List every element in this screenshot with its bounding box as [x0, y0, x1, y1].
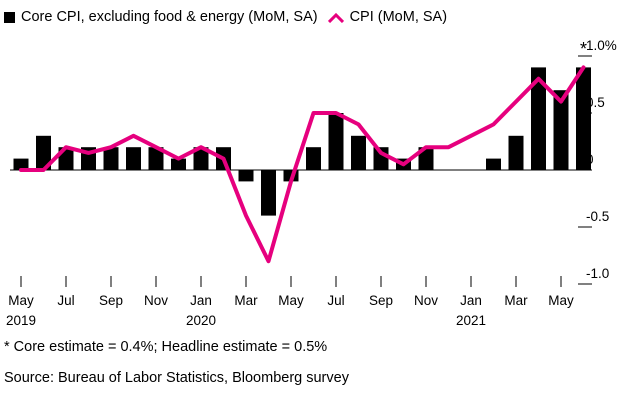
- x-tick-label: Sep: [99, 293, 123, 308]
- core-cpi-bar: [553, 90, 569, 170]
- legend-line-swatch: [327, 11, 344, 23]
- source-note: Source: Bureau of Labor Statistics, Bloo…: [4, 370, 349, 386]
- core-cpi-bars: [13, 67, 591, 216]
- core-cpi-bar: [13, 158, 29, 170]
- core-cpi-bar: [193, 147, 209, 170]
- x-tick-label: May: [278, 293, 304, 308]
- core-cpi-bar: [576, 67, 591, 170]
- core-cpi-bar: [486, 158, 501, 170]
- cpi-line: [19, 65, 586, 264]
- chart-legend: Core CPI, excluding food & energy (MoM, …: [4, 6, 447, 28]
- x-axis: May 2019 Jul Sep Nov Jan 2020 Mar May Jul Sep Nov Ja…: [6, 276, 574, 328]
- annotations: *: [580, 39, 587, 59]
- y-tick-label: -0.5: [586, 209, 609, 224]
- core-cpi-bar: [418, 147, 434, 170]
- core-cpi-bar: [306, 147, 321, 170]
- x-tick-year: 2019: [6, 313, 36, 328]
- core-cpi-bar: [261, 170, 276, 216]
- footnote: * Core estimate = 0.4%; Headline estimat…: [4, 339, 328, 355]
- x-tick-label: Mar: [504, 293, 528, 308]
- x-tick-label: Mar: [234, 293, 258, 308]
- x-tick-label: May: [548, 293, 574, 308]
- core-cpi-bar: [351, 135, 366, 170]
- x-tick-label: Jan: [460, 293, 482, 308]
- cpi-chart: 1.0% 0.5 0 -0.5 -1.0 May 2019 Jul Sep Nov Jan 2020…: [6, 38, 617, 328]
- y-tick-label: 0: [586, 152, 594, 167]
- x-tick-label: Jul: [327, 293, 344, 308]
- x-tick-label: Jan: [190, 293, 212, 308]
- legend-bar-swatch: [4, 11, 15, 23]
- x-tick-label: Nov: [144, 293, 168, 308]
- legend-bar-label: Core CPI, excluding food & energy (MoM, …: [21, 9, 318, 25]
- x-tick-year: 2020: [186, 313, 216, 328]
- x-tick-label: Sep: [369, 293, 393, 308]
- estimate-asterisk: *: [580, 39, 587, 59]
- legend-line-label: CPI (MoM, SA): [349, 9, 448, 25]
- core-cpi-bar: [103, 147, 119, 170]
- y-tick-label: -1.0: [586, 266, 609, 281]
- y-tick-label: 0.5: [586, 95, 605, 110]
- y-axis: 1.0% 0.5 0 -0.5 -1.0: [578, 38, 617, 285]
- core-cpi-bar: [36, 135, 51, 170]
- x-tick-label: Nov: [414, 293, 438, 308]
- core-cpi-bar: [148, 147, 164, 170]
- core-cpi-bar: [328, 113, 344, 170]
- x-tick-label: May: [8, 293, 34, 308]
- x-tick-year: 2021: [456, 313, 486, 328]
- y-tick-label: 1.0%: [586, 38, 617, 53]
- core-cpi-bar: [171, 158, 186, 170]
- core-cpi-bar: [531, 67, 546, 170]
- x-tick-label: Jul: [57, 293, 74, 308]
- core-cpi-bar: [126, 147, 141, 170]
- core-cpi-bar: [508, 135, 524, 170]
- core-cpi-bar: [238, 170, 254, 182]
